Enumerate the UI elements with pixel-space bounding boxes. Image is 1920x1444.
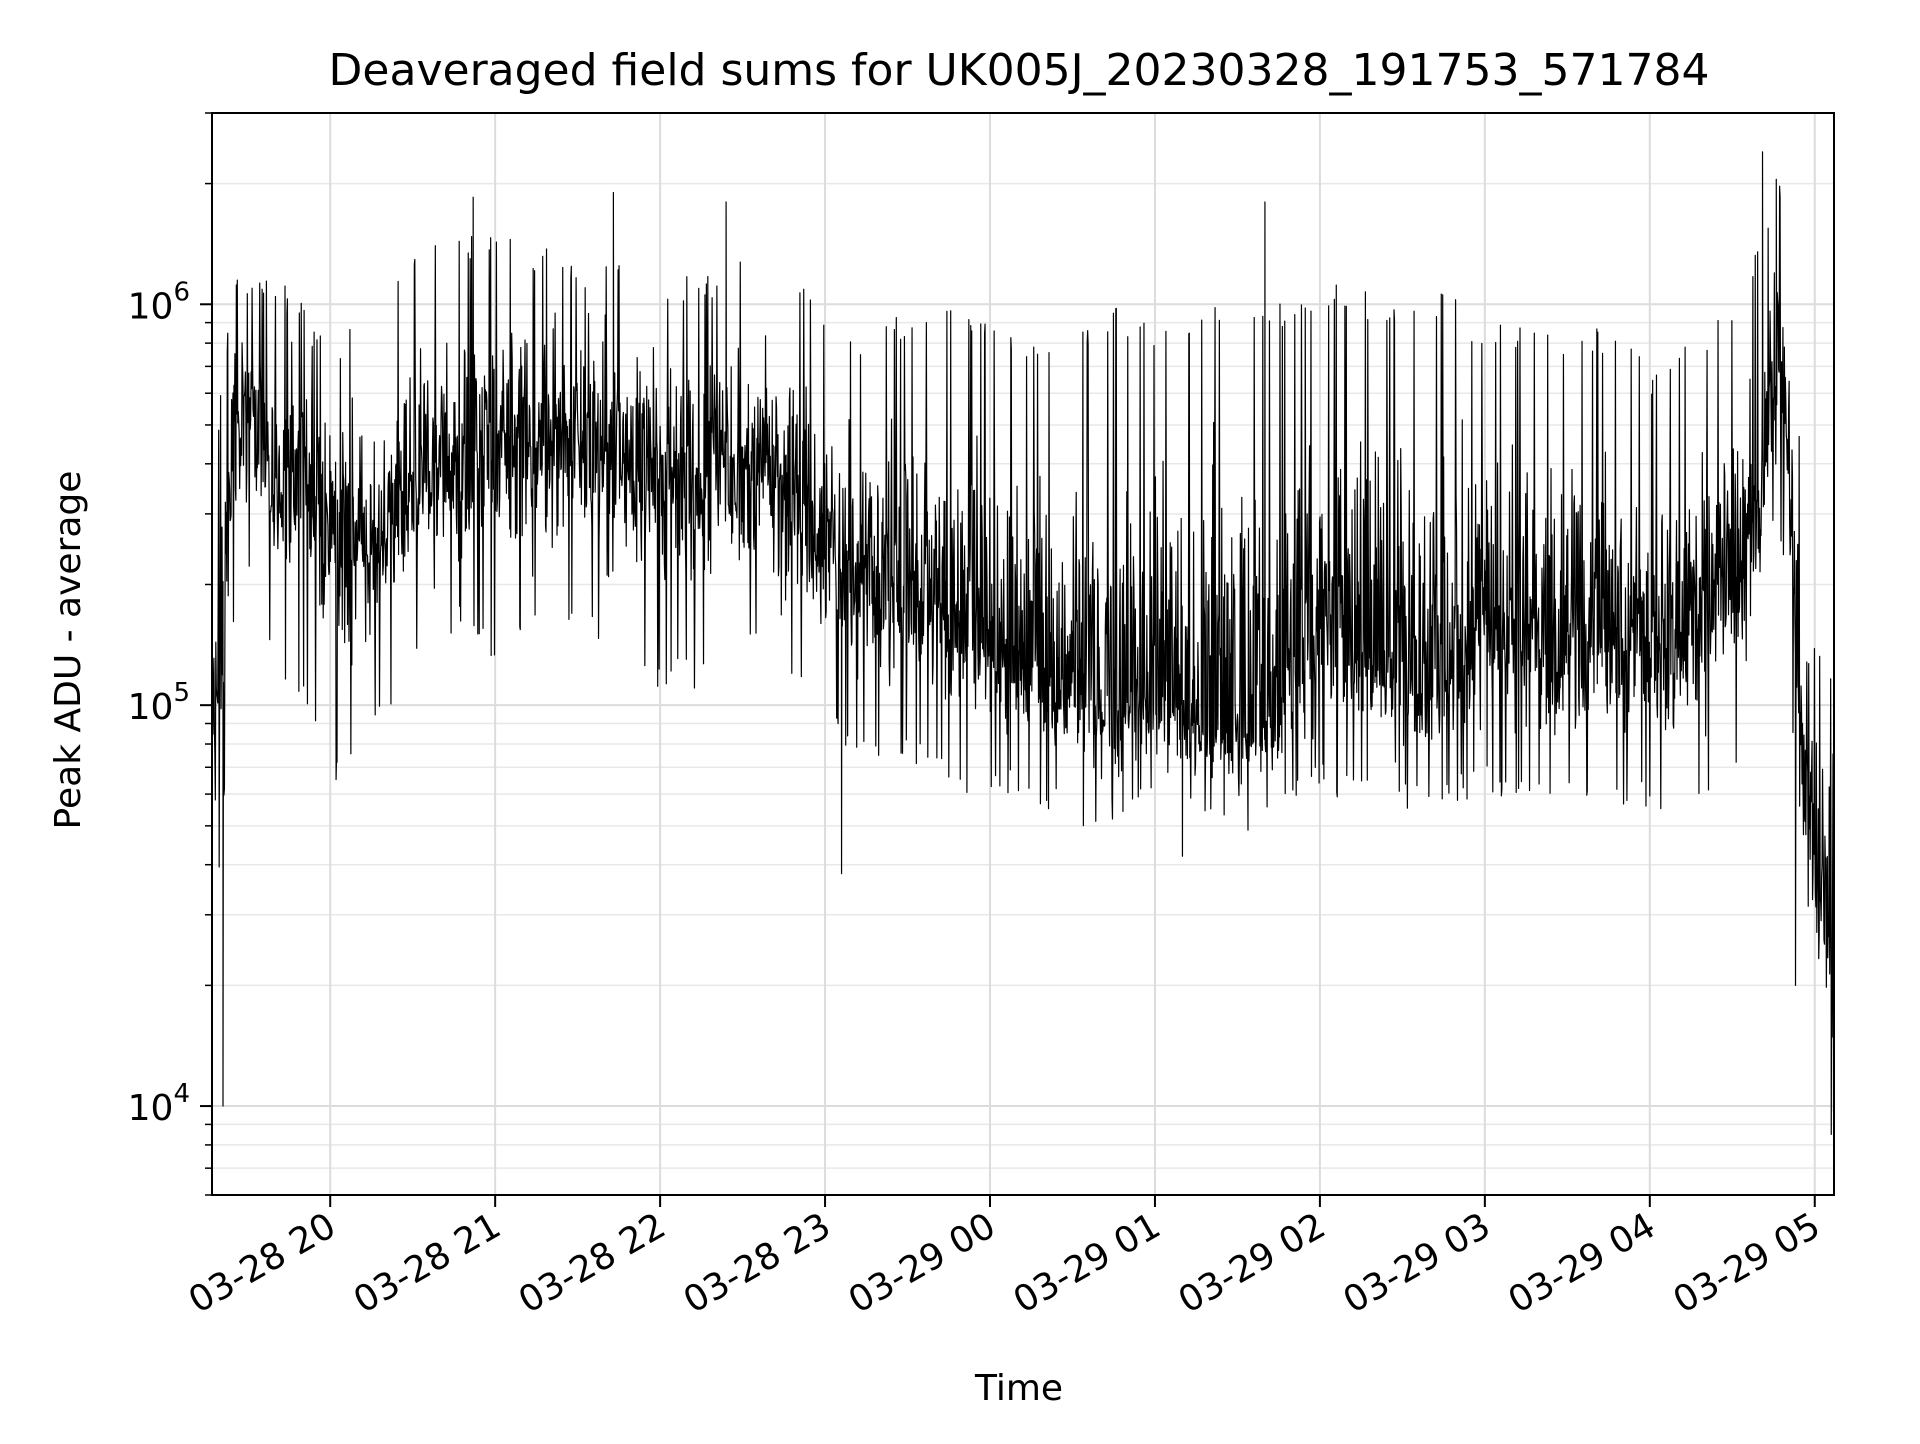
chart-title: Deaveraged field sums for UK005J_2023032… (329, 45, 1710, 96)
y-tick-label: 105 (128, 678, 190, 728)
plot-frame (211, 112, 1835, 1196)
series-line (211, 151, 1835, 1135)
y-tick-label: 104 (128, 1079, 190, 1129)
y-tick-label: 106 (128, 277, 190, 327)
y-axis-label: Peak ADU - average (48, 471, 89, 830)
x-axis-label: Time (974, 1368, 1063, 1409)
series-layer (211, 151, 1835, 1135)
